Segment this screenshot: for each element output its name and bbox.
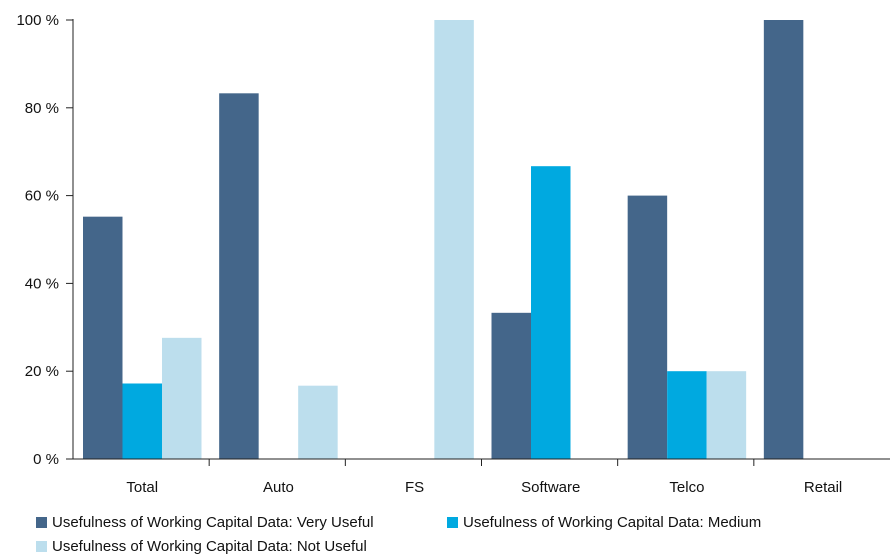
y-tick-label: 20 %: [25, 363, 59, 380]
bar: [491, 312, 531, 459]
y-tick-label: 40 %: [25, 275, 59, 292]
legend-label-very-useful: Usefulness of Working Capital Data: Very…: [52, 514, 374, 531]
bar: [627, 195, 668, 459]
y-tick-label: 100 %: [16, 12, 59, 29]
x-category-label: FS: [405, 479, 424, 496]
y-tick-label: 60 %: [25, 188, 59, 205]
x-category-label: Total: [126, 479, 158, 496]
legend-item-very-useful: Usefulness of Working Capital Data: Very…: [36, 514, 374, 531]
legend-item-not-useful: Usefulness of Working Capital Data: Not …: [36, 538, 367, 555]
bar: [434, 20, 474, 459]
legend-swatch-not-useful: [36, 541, 47, 552]
bar: [162, 337, 202, 459]
legend-swatch-medium: [447, 517, 458, 528]
legend-label-not-useful: Usefulness of Working Capital Data: Not …: [52, 538, 367, 555]
legend-item-medium: Usefulness of Working Capital Data: Medi…: [447, 514, 761, 531]
bar: [83, 216, 123, 459]
x-category-label: Software: [521, 479, 580, 496]
bar: [219, 93, 259, 460]
y-tick-label: 80 %: [25, 100, 59, 117]
x-axis: Total Auto FS Software Telco Retail: [66, 458, 890, 496]
legend-label-medium: Usefulness of Working Capital Data: Medi…: [463, 514, 762, 531]
bars: [83, 20, 804, 460]
bar: [531, 166, 571, 459]
legend-swatch-very-useful: [36, 517, 47, 528]
bar: [667, 371, 707, 459]
x-category-label: Auto: [263, 479, 294, 496]
bar: [763, 20, 804, 459]
x-category-label: Retail: [804, 479, 842, 496]
y-tick-label: 0 %: [33, 451, 59, 468]
bar: [298, 385, 338, 459]
y-axis: 0 % 20 % 40 % 60 % 80 % 100 %: [16, 12, 74, 468]
bar-chart: 0 % 20 % 40 % 60 % 80 % 100 % Total Auto FS Soft…: [16, 12, 890, 496]
x-category-label: Telco: [669, 479, 704, 496]
bar: [122, 383, 162, 459]
bar: [706, 371, 747, 459]
